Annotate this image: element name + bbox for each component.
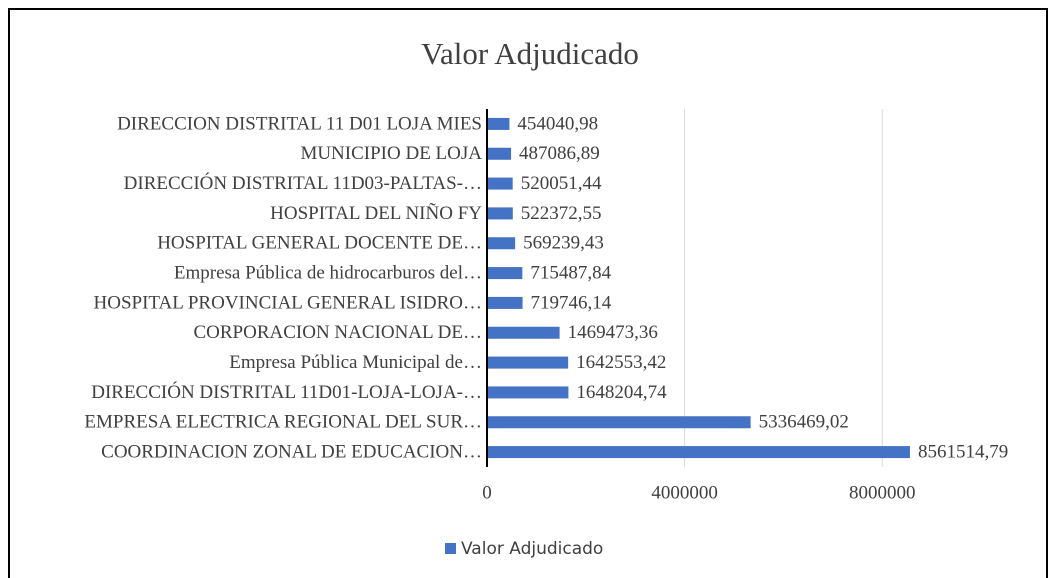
data-label: 715487,84: [530, 262, 611, 283]
bar: [487, 416, 751, 429]
y-tick-label: HOSPITAL GENERAL DOCENTE DE…: [157, 233, 482, 254]
data-label: 520051,44: [521, 173, 602, 194]
bar: [487, 177, 513, 190]
y-tick-label: Empresa Pública de hidrocarburos del…: [174, 262, 482, 283]
bar: [487, 386, 569, 399]
bar: [487, 326, 560, 339]
y-tick-label: HOSPITAL PROVINCIAL GENERAL ISIDRO…: [94, 292, 483, 313]
y-tick-label: Empresa Pública Municipal de…: [229, 352, 482, 373]
y-tick-label: DIRECCION DISTRITAL 11 D01 LOJA MIES: [117, 113, 482, 134]
data-label: 522372,55: [521, 203, 602, 224]
y-tick-label: MUNICIPIO DE LOJA: [300, 143, 482, 164]
data-label: 569239,43: [523, 233, 604, 254]
x-tick-label: 4000000: [651, 482, 718, 503]
bar: [487, 147, 512, 160]
bar: [487, 296, 523, 309]
y-tick-label: CORPORACION NACIONAL DE…: [193, 322, 482, 343]
bar: [487, 117, 510, 130]
data-label: 1642553,42: [576, 352, 666, 373]
bar: [487, 237, 516, 250]
chart-border: [8, 8, 1048, 578]
y-tick-label: COORDINACION ZONAL DE EDUCACION…: [101, 441, 482, 462]
legend-label: Valor Adjudicado: [461, 539, 603, 559]
bar: [487, 356, 569, 369]
legend-swatch: [445, 543, 456, 554]
y-tick-label: EMPRESA ELECTRICA REGIONAL DEL SUR…: [84, 412, 482, 433]
bar: [487, 446, 910, 459]
bar: [487, 207, 513, 220]
data-label: 487086,89: [519, 143, 600, 164]
y-tick-label: HOSPITAL DEL NIÑO FY: [270, 202, 482, 224]
x-tick-label: 8000000: [849, 482, 916, 503]
data-label: 1469473,36: [568, 322, 658, 343]
data-label: 719746,14: [531, 292, 612, 313]
chart-title: Valor Adjudicado: [421, 36, 639, 71]
data-label: 8561514,79: [918, 441, 1008, 462]
bar: [487, 267, 523, 280]
data-label: 454040,98: [517, 113, 598, 134]
data-label: 1648204,74: [576, 382, 667, 403]
data-label: 5336469,02: [759, 412, 849, 433]
x-tick-label: 0: [482, 482, 492, 503]
y-tick-label: DIRECCIÓN DISTRITAL 11D01-LOJA-LOJA-…: [91, 381, 482, 403]
y-tick-label: DIRECCIÓN DISTRITAL 11D03-PALTAS-…: [124, 172, 482, 194]
